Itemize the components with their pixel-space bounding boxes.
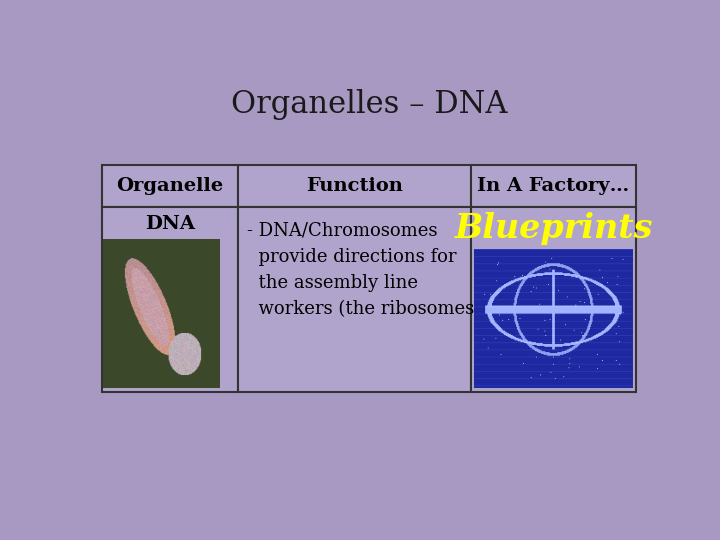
Text: Blueprints: Blueprints xyxy=(454,212,652,245)
Bar xyxy=(471,207,636,392)
Text: DNA: DNA xyxy=(145,215,195,233)
Bar xyxy=(102,207,238,392)
Bar xyxy=(238,165,471,207)
Text: Organelle: Organelle xyxy=(116,177,223,195)
Text: Organelles – DNA: Organelles – DNA xyxy=(230,89,508,120)
Bar xyxy=(471,165,636,207)
Text: In A Factory…: In A Factory… xyxy=(477,177,629,195)
Text: - DNA/Chromosomes
  provide directions for
  the assembly line
  workers (the ri: - DNA/Chromosomes provide directions for… xyxy=(247,221,474,318)
Bar xyxy=(238,207,471,392)
Bar xyxy=(102,165,238,207)
Text: Function: Function xyxy=(306,177,402,195)
